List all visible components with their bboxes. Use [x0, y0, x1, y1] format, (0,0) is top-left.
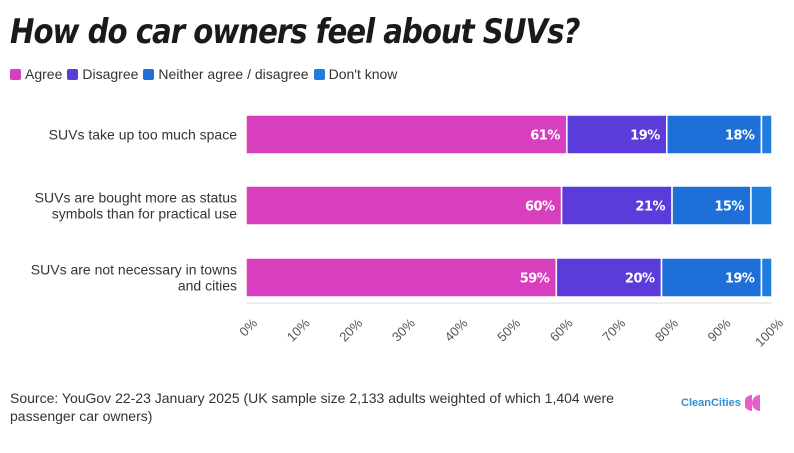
- legend: Agree Disagree Neither agree / disagree …: [10, 66, 402, 82]
- x-tick-label: 60%: [547, 315, 576, 344]
- bar-segment-neither-agree-disagree: [671, 185, 752, 226]
- legend-label-agree: Agree: [25, 66, 63, 82]
- legend-swatch-agree: [10, 68, 21, 80]
- bar-segment-agree: [245, 257, 558, 298]
- legend-swatch-neither: [143, 68, 155, 80]
- category-label: SUVs are bought more as status: [35, 190, 237, 206]
- x-tick-label: 10%: [284, 315, 313, 344]
- legend-item-disagree[interactable]: Disagree: [67, 66, 138, 82]
- data-label: 59%: [520, 272, 550, 287]
- data-label: 21%: [635, 200, 665, 215]
- legend-swatch-dont-know: [313, 68, 325, 80]
- x-tick-label: 30%: [389, 315, 418, 344]
- legend-label-neither: Neither agree / disagree: [158, 66, 309, 82]
- x-tick-label: 40%: [442, 315, 471, 344]
- x-tick-label: 20%: [336, 315, 365, 344]
- legend-item-neither[interactable]: Neither agree / disagree: [143, 66, 309, 82]
- data-label: 61%: [530, 129, 560, 144]
- source-note: Source: YouGov 22-23 January 2025 (UK sa…: [10, 390, 614, 424]
- bar-segment-don-t-know: [750, 185, 773, 226]
- bar-segment-disagree: [555, 257, 663, 298]
- category-label: and cities: [178, 278, 237, 294]
- bar-segment-don-t-know: [760, 114, 773, 155]
- logo-text: CleanCities: [681, 397, 741, 409]
- logo-mark-icon: [744, 395, 760, 411]
- bar-segment-disagree: [566, 114, 668, 155]
- category-label: SUVs take up too much space: [49, 127, 238, 143]
- legend-swatch-disagree: [67, 68, 79, 80]
- data-label: 19%: [630, 129, 660, 144]
- x-tick-label: 80%: [652, 315, 681, 344]
- category-label: symbols than for practical use: [52, 206, 237, 222]
- cleancities-logo: CleanCities: [681, 394, 765, 412]
- legend-item-dont-know[interactable]: Don't know: [313, 66, 398, 82]
- x-tick-label: 100%: [752, 315, 786, 349]
- x-tick-label: 70%: [599, 315, 628, 344]
- bar-segment-neither-agree-disagree: [660, 257, 763, 298]
- x-tick-label: 90%: [705, 315, 734, 344]
- data-label: 20%: [625, 272, 655, 287]
- x-tick-label: 0%: [236, 315, 260, 339]
- chart-title: How do car owners feel about SUVs?: [10, 12, 580, 52]
- data-label: 19%: [725, 272, 755, 287]
- category-label: SUVs are not necessary in towns: [31, 262, 237, 278]
- bar-segment-agree: [245, 114, 568, 155]
- bar-segment-neither-agree-disagree: [666, 114, 763, 155]
- legend-item-agree[interactable]: Agree: [10, 66, 62, 82]
- legend-label-disagree: Disagree: [82, 66, 139, 82]
- bar-segment-don-t-know: [760, 257, 773, 298]
- bar-segment-agree: [245, 185, 563, 226]
- data-label: 18%: [725, 129, 755, 144]
- data-label: 15%: [714, 200, 744, 215]
- data-label: 60%: [525, 200, 555, 215]
- legend-label-dont-know: Don't know: [328, 66, 398, 82]
- x-tick-label: 50%: [494, 315, 523, 344]
